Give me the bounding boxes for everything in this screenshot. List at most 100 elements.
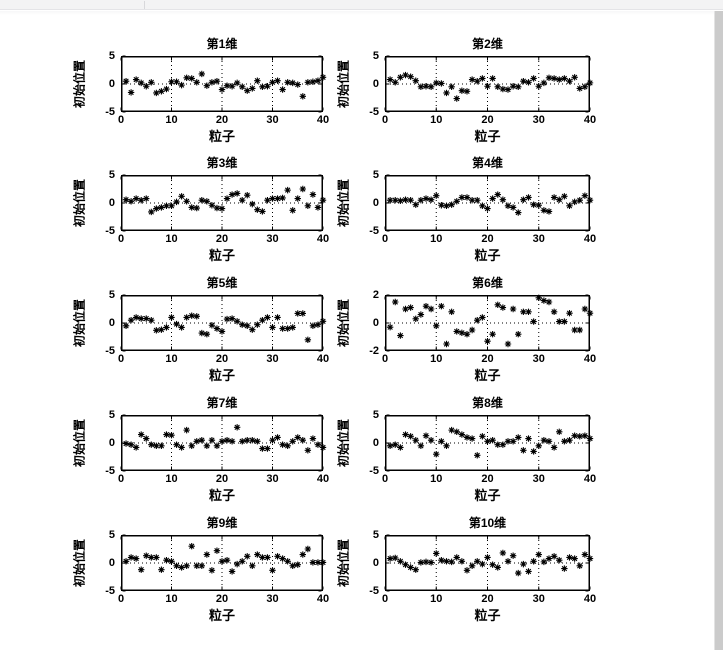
x-tick-label: 0: [117, 114, 125, 126]
plot-area-dim-1: [120, 55, 327, 113]
plot-area-dim-10: [384, 534, 594, 592]
y-tick-label: 0: [108, 78, 115, 90]
scatter-markers: [386, 549, 594, 577]
x-tick-label: 0: [117, 353, 125, 365]
x-axis-label: 粒子: [474, 488, 501, 503]
x-tick-label: 30: [266, 233, 279, 245]
y-tick-label: -5: [105, 225, 115, 237]
x-tick-label: 30: [266, 473, 279, 485]
x-tick-label: 40: [316, 593, 330, 605]
x-axis-label: 粒子: [208, 608, 235, 623]
y-axis-label: 初始位置: [336, 178, 351, 228]
x-tick-label: 0: [117, 473, 125, 485]
y-tick-label: 5: [372, 169, 379, 181]
x-axis-label: 粒子: [208, 248, 235, 263]
x-tick-label: 40: [316, 473, 330, 485]
x-tick-label: 20: [481, 353, 494, 365]
x-axis-label: 粒子: [474, 248, 501, 263]
y-tick-label: 5: [108, 50, 115, 62]
subplot-title: 第10维: [468, 516, 507, 530]
y-tick-label: -5: [105, 106, 115, 118]
subplot-title: 第8维: [472, 396, 503, 410]
tick-marks: [120, 174, 324, 232]
y-tick-label: 5: [108, 169, 115, 181]
y-tick-label: 0: [108, 197, 115, 209]
y-tick-label: 5: [108, 289, 115, 301]
x-tick-label: 10: [165, 353, 178, 365]
x-tick-label: 40: [583, 353, 597, 365]
x-tick-label: 40: [316, 233, 330, 245]
y-tick-label: 5: [108, 529, 115, 541]
x-tick-label: 20: [481, 473, 494, 485]
axis-box: [121, 175, 323, 231]
x-tick-label: 0: [381, 353, 389, 365]
y-axis-label: 初始位置: [72, 538, 87, 588]
scatter-markers: [122, 310, 327, 343]
axis-box: [121, 415, 323, 471]
y-axis-label: 初始位置: [72, 178, 87, 228]
x-tick-label: 10: [430, 473, 443, 485]
y-tick-label: -5: [369, 106, 379, 118]
x-axis-label: 粒子: [208, 129, 235, 144]
x-axis-label: 粒子: [474, 368, 501, 383]
y-tick-label: -2: [369, 345, 379, 357]
x-tick-label: 0: [381, 233, 389, 245]
x-tick-label: 10: [430, 593, 443, 605]
axis-box: [385, 535, 590, 591]
x-tick-label: 20: [215, 114, 229, 126]
subplot-title: 第9维: [206, 516, 238, 530]
subplot-title: 第1维: [206, 37, 238, 51]
scatter-markers: [122, 185, 327, 216]
y-axis-label: 初始位置: [72, 59, 87, 109]
x-tick-label: 30: [532, 233, 545, 245]
x-axis-label: 粒子: [474, 608, 501, 623]
y-tick-label: -5: [369, 225, 379, 237]
x-tick-label: 20: [215, 353, 229, 365]
x-tick-label: 0: [117, 233, 125, 245]
y-tick-label: 5: [372, 50, 379, 62]
x-tick-label: 30: [532, 473, 545, 485]
gridlines: [122, 57, 322, 111]
scatter-markers: [386, 426, 594, 459]
x-tick-label: 40: [583, 593, 597, 605]
subplot-title: 第7维: [206, 396, 238, 410]
y-tick-label: -5: [105, 345, 115, 357]
x-tick-label: 0: [381, 114, 389, 126]
y-axis-label: 初始位置: [336, 418, 351, 468]
scrollbar[interactable]: [714, 11, 723, 650]
topbar-shadow: [0, 11, 723, 15]
axis-box: [121, 56, 323, 112]
y-tick-label: -5: [105, 585, 115, 597]
x-tick-label: 20: [481, 114, 494, 126]
x-tick-label: 40: [316, 353, 330, 365]
x-tick-label: 30: [266, 114, 279, 126]
axis-box: [385, 295, 590, 351]
x-tick-label: 10: [165, 233, 178, 245]
plot-area-dim-6: [384, 294, 594, 352]
y-tick-label: 0: [372, 78, 379, 90]
axis-box: [385, 415, 590, 471]
y-tick-label: 0: [108, 437, 115, 449]
y-tick-label: -5: [369, 585, 379, 597]
y-tick-label: 0: [372, 437, 379, 449]
x-tick-label: 20: [215, 593, 229, 605]
x-tick-label: 20: [481, 233, 494, 245]
y-tick-label: -5: [105, 465, 115, 477]
plot-area-dim-5: [120, 294, 327, 352]
plot-area-dim-3: [120, 174, 327, 232]
y-tick-label: 0: [372, 317, 379, 329]
subplot-title: 第3维: [206, 156, 238, 170]
scatter-markers: [386, 71, 594, 102]
axis-box: [121, 295, 323, 351]
plot-area-dim-7: [120, 414, 327, 472]
x-tick-label: 30: [266, 593, 279, 605]
x-tick-label: 20: [215, 233, 229, 245]
tick-marks: [120, 294, 324, 352]
y-tick-label: 2: [372, 289, 379, 301]
scatter-markers: [122, 424, 327, 454]
tick-marks: [384, 55, 591, 113]
x-tick-label: 30: [266, 353, 279, 365]
subplot-title: 第2维: [472, 37, 503, 51]
plot-area-dim-4: [384, 174, 594, 232]
